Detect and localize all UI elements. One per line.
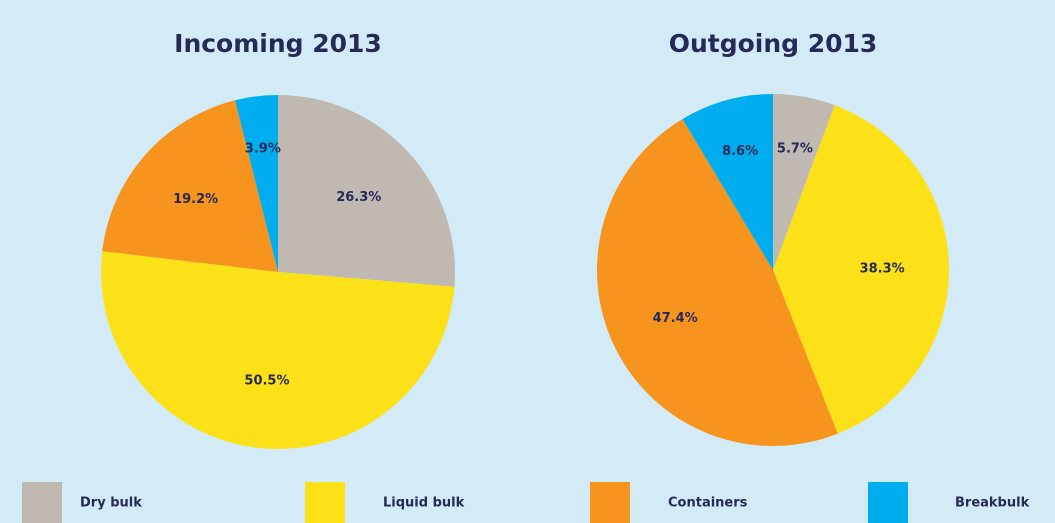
legend-swatch	[868, 482, 908, 523]
data-label: 47.4%	[653, 311, 698, 326]
pie-slice	[773, 94, 835, 270]
data-label: 3.9%	[245, 142, 281, 157]
pie-slice	[773, 105, 950, 434]
legend-swatch	[305, 482, 345, 523]
legend-label: Liquid bulk	[383, 496, 465, 511]
data-label: 8.6%	[722, 144, 758, 159]
pie-slice	[235, 95, 278, 272]
legend-label: Containers	[668, 496, 748, 511]
data-label: 26.3%	[336, 190, 381, 205]
pie-slice	[596, 119, 838, 446]
chart-title: Incoming 2013	[174, 29, 382, 58]
pie-slice	[278, 95, 455, 287]
chart-title: Outgoing 2013	[669, 29, 878, 58]
data-label: 50.5%	[244, 374, 289, 389]
data-label: 38.3%	[860, 261, 905, 276]
legend-label: Dry bulk	[80, 496, 142, 511]
pie-slice	[102, 100, 278, 273]
data-label: 5.7%	[777, 141, 813, 156]
pie-slice	[101, 251, 455, 450]
legend-label: Breakbulk	[955, 496, 1030, 511]
pie-slice	[682, 94, 773, 270]
legend-swatch	[590, 482, 630, 523]
legend-swatch	[22, 482, 62, 523]
data-label: 19.2%	[173, 192, 218, 207]
